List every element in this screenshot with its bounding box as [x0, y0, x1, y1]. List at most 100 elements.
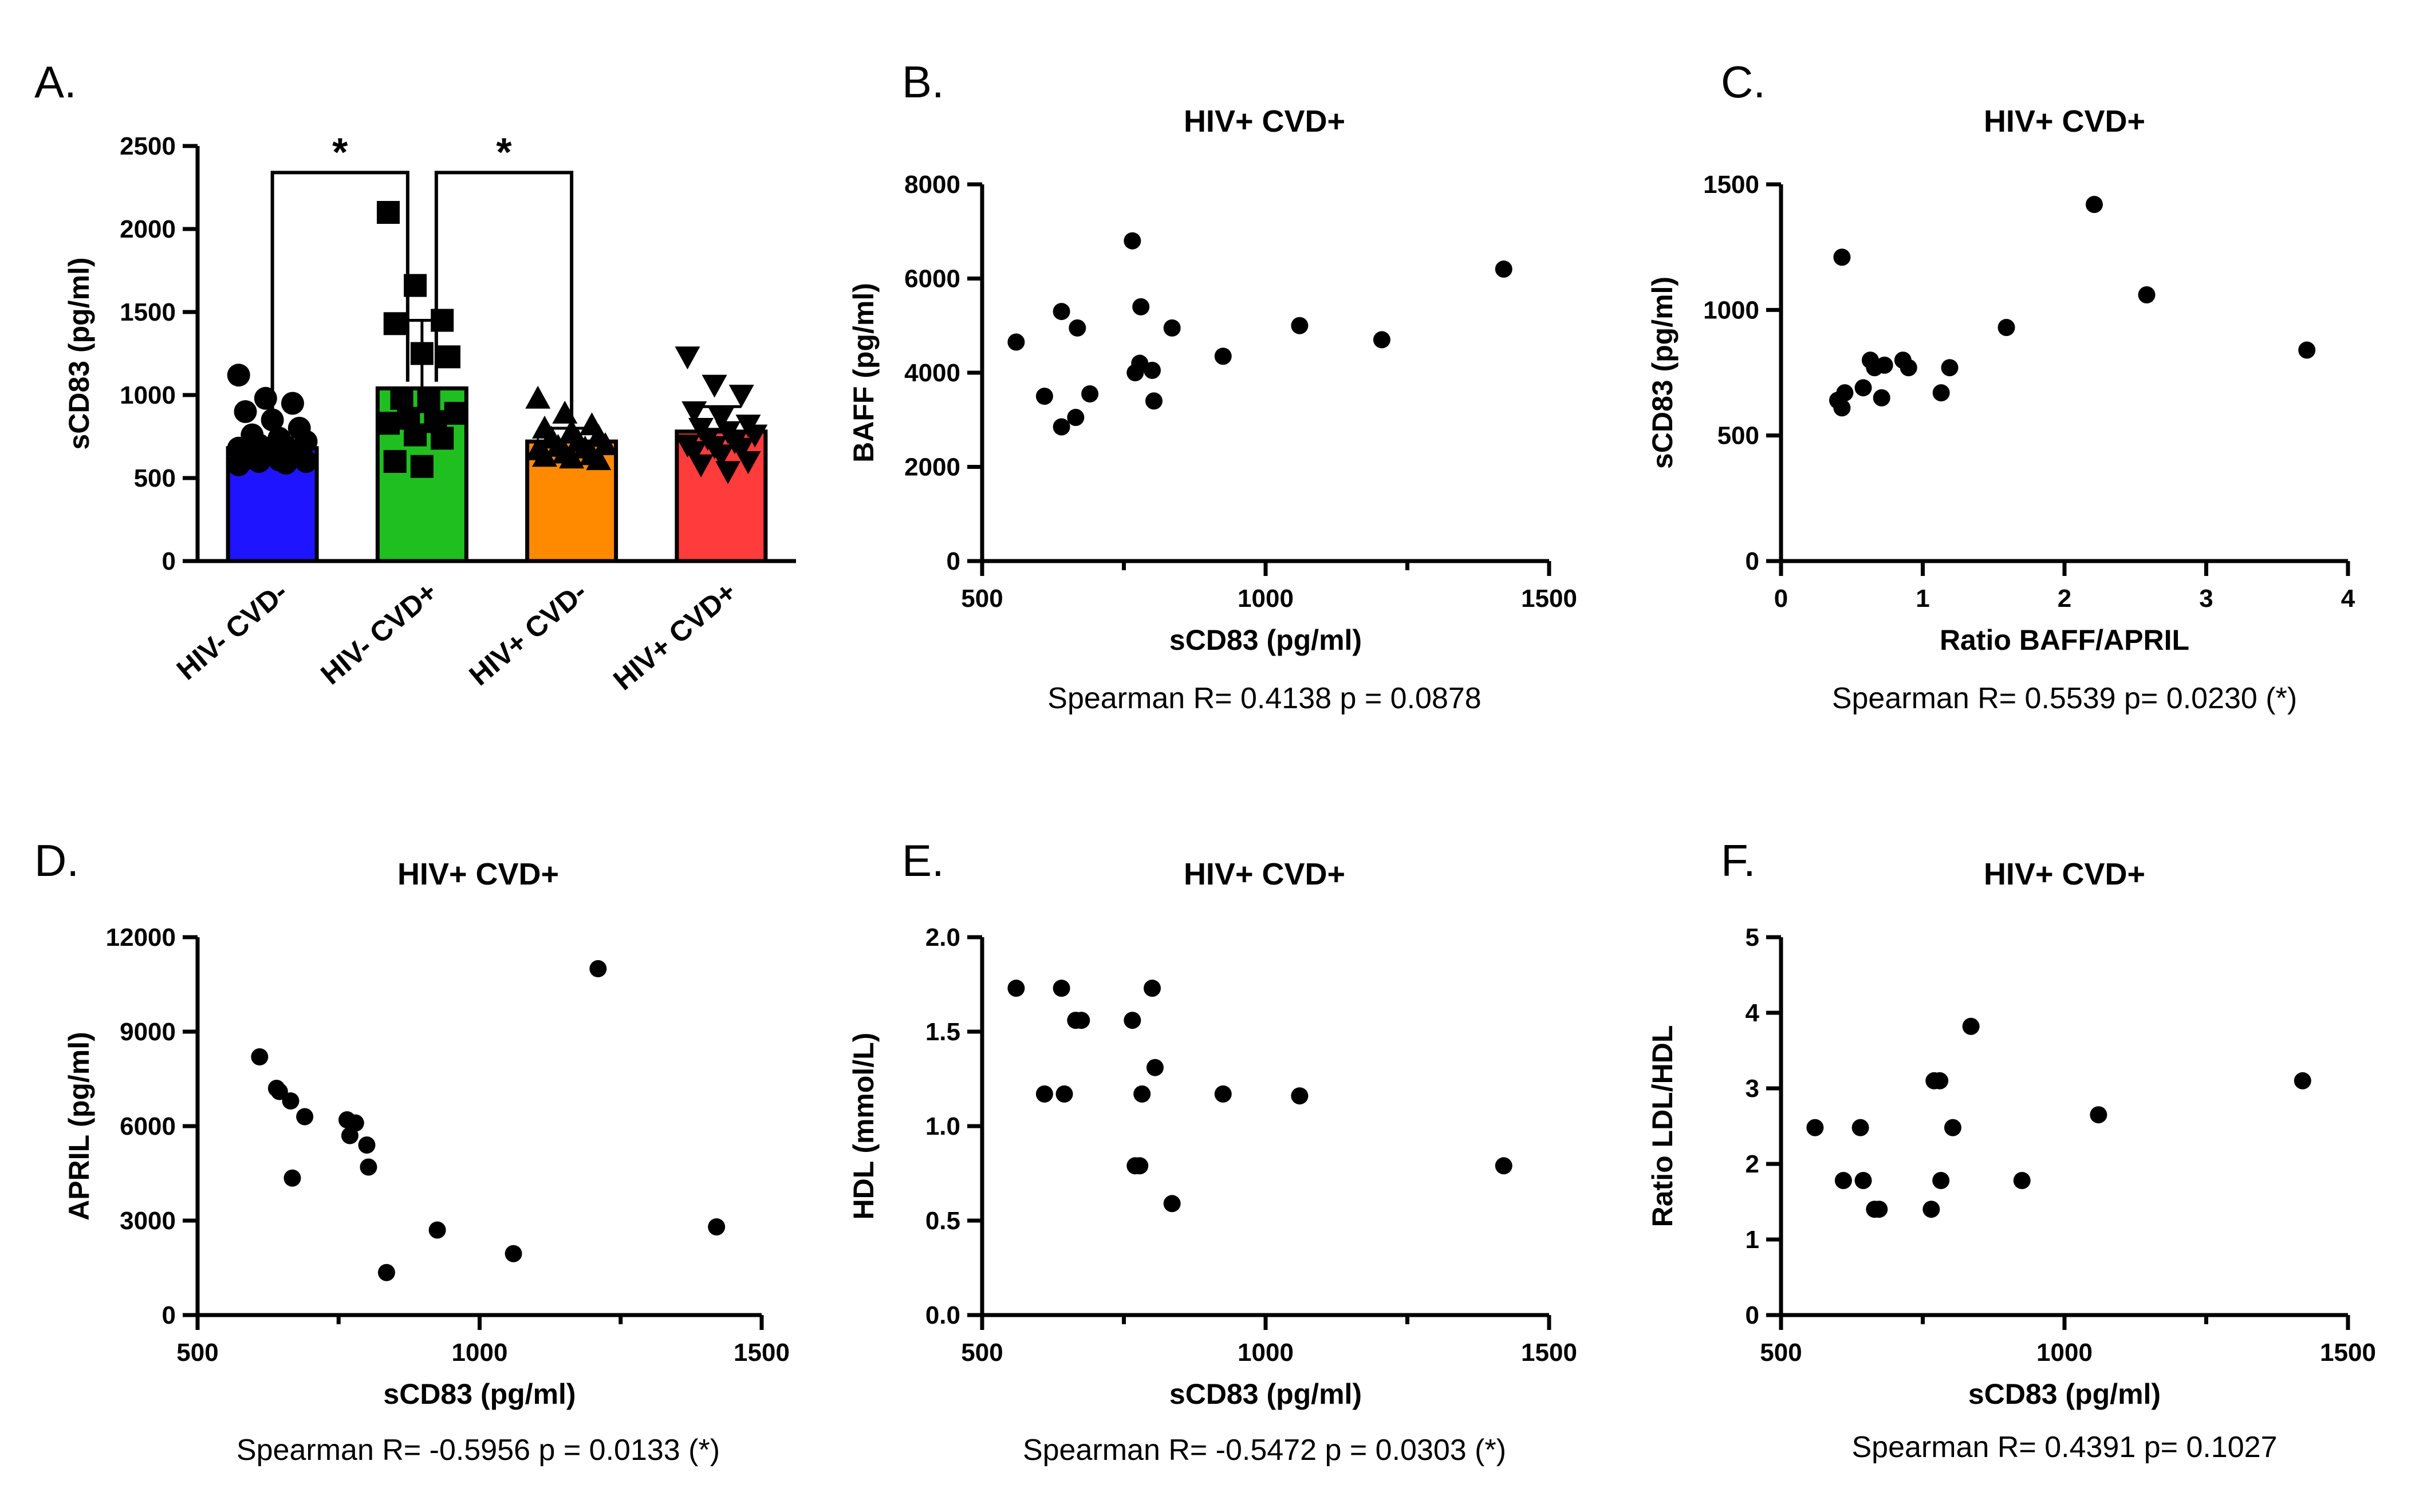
y-tick-label: 0 [1746, 547, 1759, 575]
spearman-stat-text: Spearman R= 0.4391 p= 0.1027 [1851, 1431, 2277, 1464]
data-point [428, 1221, 446, 1239]
x-tick-label: 4 [2341, 585, 2355, 613]
data-point [390, 386, 413, 410]
data-point [282, 1092, 300, 1110]
x-tick-label: 1500 [734, 1339, 790, 1367]
y-tick-label: 4 [1746, 999, 1760, 1027]
data-point [251, 1048, 269, 1065]
x-tick-label: 500 [176, 1339, 218, 1367]
data-point [505, 1245, 522, 1262]
y-tick-label: 2 [1746, 1150, 1759, 1178]
data-point [294, 450, 318, 473]
data-point [1073, 1012, 1090, 1029]
data-point [1854, 1172, 1872, 1190]
x-tick-label: 1500 [1521, 1339, 1577, 1367]
data-point [2013, 1172, 2031, 1190]
data-point [234, 400, 257, 423]
panel-label: B. [902, 57, 944, 107]
data-point [1870, 1201, 1888, 1218]
data-point [708, 1218, 726, 1235]
x-tick-label: 1500 [1521, 585, 1577, 613]
data-point [525, 385, 551, 409]
data-point [1081, 385, 1099, 403]
data-point [1851, 1119, 1869, 1136]
y-tick-label: 2000 [904, 453, 960, 481]
data-point [589, 960, 607, 977]
data-point [1836, 384, 1854, 402]
data-point [1931, 1072, 1949, 1089]
data-point [358, 1136, 376, 1154]
y-tick-label: 1500 [120, 298, 176, 326]
data-point [1834, 1172, 1852, 1190]
spearman-stat-text: Spearman R= 0.4138 p = 0.0878 [1047, 682, 1481, 715]
data-point [1495, 260, 1512, 278]
data-point [1962, 1017, 1980, 1035]
data-point [1291, 317, 1309, 334]
y-tick-label: 1 [1746, 1226, 1759, 1254]
chart-title: HIV+ CVD+ [1984, 104, 2145, 139]
y-tick-label: 2000 [120, 215, 176, 243]
data-point [281, 392, 304, 415]
data-point [376, 201, 400, 224]
y-tick-label: 3000 [120, 1207, 176, 1235]
significance-star: * [496, 129, 512, 174]
y-tick-label: 3 [1746, 1075, 1759, 1103]
data-point [1145, 392, 1163, 410]
data-point [1035, 388, 1053, 405]
data-point [346, 1114, 364, 1132]
data-point [1922, 1201, 1940, 1218]
data-point [227, 364, 250, 387]
x-tick-label: HIV+ CVD- [463, 576, 593, 692]
data-point [247, 450, 271, 473]
data-point [1144, 361, 1161, 379]
data-point [1373, 331, 1390, 349]
y-axis-title: BAFF (pg/ml) [848, 283, 880, 463]
y-tick-label: 0.5 [925, 1207, 960, 1235]
data-point [708, 408, 734, 431]
data-point [1941, 359, 1959, 377]
data-point [1214, 1085, 1232, 1103]
y-tick-label: 2.0 [925, 923, 960, 952]
panel-label: D. [34, 835, 79, 886]
data-point [1876, 356, 1893, 374]
data-point [1291, 1087, 1309, 1105]
data-point [715, 461, 741, 484]
x-tick-label: HIV- CVD- [171, 576, 294, 686]
y-tick-label: 500 [134, 464, 176, 492]
y-tick-label: 2500 [120, 132, 176, 160]
data-point [431, 427, 454, 450]
data-point [1131, 354, 1149, 372]
data-point [1873, 389, 1890, 406]
chart-panel-e: E. 0.0 0.5 1.0 1.5 2.0 500 1000 1500 HDL (mmol/L)… [848, 835, 1577, 1467]
data-point [1900, 359, 1917, 377]
data-point [410, 455, 434, 478]
data-point [274, 451, 298, 475]
spearman-stat-text: Spearman R= -0.5472 p = 0.0303 (*) [1023, 1434, 1506, 1467]
data-point [1124, 232, 1141, 250]
panel-label: C. [1721, 57, 1766, 107]
x-tick-label: 1000 [1238, 1339, 1294, 1367]
y-tick-label: 6000 [120, 1112, 176, 1140]
x-tick-label: 2 [2058, 585, 2071, 613]
data-point [444, 401, 467, 425]
y-tick-label: 8000 [904, 171, 960, 199]
data-point [1055, 1085, 1073, 1103]
data-point [1833, 399, 1851, 417]
data-point [404, 423, 427, 447]
chart-panel-b: B. 0 2000 4000 6000 8000 500 1000 1500 BAFF (pg/m… [848, 57, 1577, 715]
data-point [1133, 1085, 1151, 1103]
data-point [1007, 980, 1025, 997]
data-point [1035, 1085, 1053, 1103]
x-tick-label: 500 [1760, 1339, 1802, 1367]
data-point [1806, 1119, 1824, 1136]
data-point [1053, 418, 1070, 436]
chart-title: HIV+ CVD+ [1184, 857, 1345, 891]
data-point [1833, 248, 1851, 266]
data-point [1932, 1172, 1950, 1190]
chart-title: HIV+ CVD+ [1984, 857, 2145, 891]
x-tick-label: 1500 [2320, 1339, 2376, 1367]
y-tick-label: 500 [1717, 422, 1759, 450]
y-tick-label: 6000 [904, 265, 960, 293]
x-tick-label: HIV- CVD+ [315, 576, 443, 691]
